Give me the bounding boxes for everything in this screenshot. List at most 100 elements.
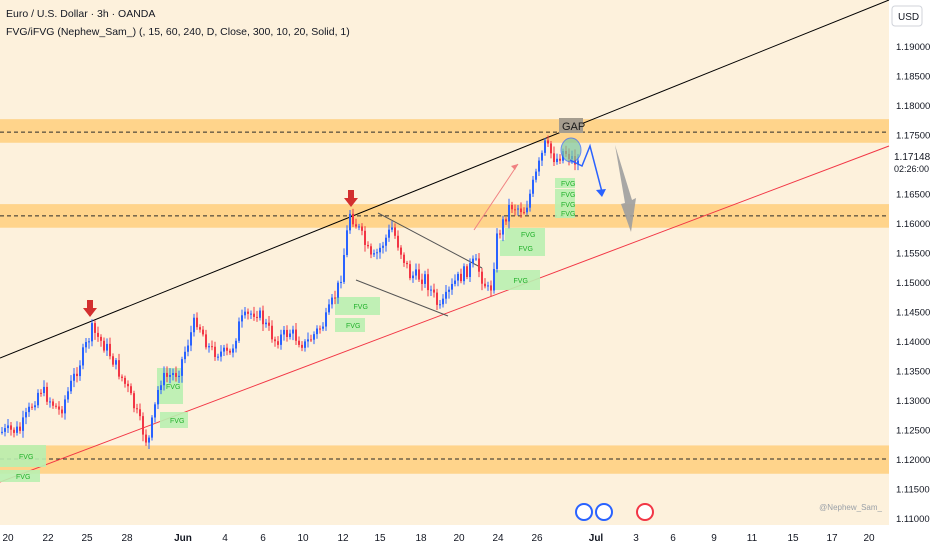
candle-body <box>544 140 546 153</box>
candle-body <box>280 334 282 345</box>
price-tick-label: 1.19000 <box>896 42 930 53</box>
fvg-box <box>505 228 545 240</box>
candle-body <box>310 339 312 341</box>
fvg-box <box>555 199 575 209</box>
candle-body <box>382 245 384 248</box>
candle-body <box>520 208 522 213</box>
candle-body <box>25 412 27 418</box>
price-axis-panel <box>889 0 932 550</box>
price-tick-label: 1.13500 <box>896 367 930 378</box>
candle-body <box>427 274 429 291</box>
sell-arrow-icon <box>344 190 358 207</box>
candle-body <box>79 365 81 377</box>
fvg-label: FVG <box>521 232 535 239</box>
fvg-label: FVG <box>514 278 528 285</box>
candle-body <box>55 405 57 407</box>
fvg-box <box>555 208 575 218</box>
candle-body <box>205 334 207 348</box>
time-tick-label: 20 <box>863 533 875 544</box>
candle-body <box>304 341 306 348</box>
candle-body <box>133 393 135 409</box>
fvg-label: FVG <box>561 181 575 188</box>
price-tick-label: 1.11000 <box>896 514 930 525</box>
candle-body <box>439 304 441 306</box>
candle-body <box>526 207 528 213</box>
candle-body <box>502 219 504 235</box>
candle-body <box>388 229 390 238</box>
price-tick-label: 1.14000 <box>896 337 930 348</box>
candle-body <box>166 372 168 377</box>
candle-body <box>217 356 219 358</box>
candle-body <box>52 401 54 406</box>
candle-body <box>184 351 186 360</box>
candle-body <box>16 426 18 433</box>
candle-body <box>127 383 129 387</box>
candle-body <box>160 385 162 390</box>
fvg-box <box>555 189 575 199</box>
candle-body <box>22 417 24 431</box>
candle-body <box>139 409 141 417</box>
countdown-label: 02:26:00 <box>894 164 929 174</box>
event-icon-2 <box>595 503 613 521</box>
candle-body <box>58 406 60 410</box>
candle-body <box>553 153 555 163</box>
price-tick-label: 1.18500 <box>896 72 930 83</box>
fvg-box <box>495 270 540 290</box>
candle-body <box>505 219 507 222</box>
time-tick-label: 25 <box>81 533 93 544</box>
candle-body <box>163 372 165 386</box>
candle-body <box>61 409 63 414</box>
candle-body <box>532 179 534 194</box>
candle-body <box>277 341 279 345</box>
supply-demand-zone <box>0 119 889 143</box>
candle-body <box>409 264 411 279</box>
candle-body <box>169 374 171 377</box>
rally-arrow-line <box>473 163 519 231</box>
price-tick-label: 1.14500 <box>896 308 930 319</box>
candle-body <box>262 310 264 325</box>
candle-body <box>442 298 444 305</box>
fvg-box <box>160 412 188 428</box>
candle-body <box>34 405 36 408</box>
candle-body <box>136 408 138 410</box>
time-tick-label: 4 <box>222 533 228 544</box>
candle-body <box>460 273 462 282</box>
candle-body <box>7 425 9 429</box>
indicator-legend[interactable]: FVG/iFVG (Nephew_Sam_) (, 15, 60, 240, D… <box>6 26 350 38</box>
candle-body <box>103 340 105 351</box>
candle-body <box>529 193 531 208</box>
candle-body <box>76 373 78 377</box>
time-tick-label: 10 <box>297 533 309 544</box>
candle-body <box>559 158 561 161</box>
candle-body <box>190 332 192 346</box>
symbol-title[interactable]: Euro / U.S. Dollar · 3h · OANDA <box>6 8 156 20</box>
candle-body <box>418 269 420 280</box>
candle-body <box>268 322 270 326</box>
candle-body <box>241 315 243 322</box>
candle-body <box>202 329 204 335</box>
candle-body <box>49 401 51 403</box>
currency-button-label[interactable]: USD <box>898 12 919 23</box>
candle-body <box>481 271 483 284</box>
fvg-label: FVG <box>16 474 30 481</box>
candle-body <box>274 339 276 342</box>
candle-body <box>463 266 465 282</box>
fvg-box <box>0 470 40 482</box>
candle-body <box>94 323 96 333</box>
candle-body <box>4 428 6 432</box>
time-tick-label: Jul <box>589 533 604 544</box>
candle-body <box>349 213 351 231</box>
candle-body <box>37 392 39 406</box>
candle-body <box>376 252 378 254</box>
candle-body <box>319 328 321 330</box>
candle-body <box>370 246 372 255</box>
candle-body <box>130 386 132 394</box>
gap-label-box <box>559 118 583 133</box>
candle-body <box>511 204 513 210</box>
candle-body <box>232 348 234 353</box>
candle-body <box>547 140 549 144</box>
candle-body <box>436 292 438 305</box>
candle-body <box>250 313 252 315</box>
